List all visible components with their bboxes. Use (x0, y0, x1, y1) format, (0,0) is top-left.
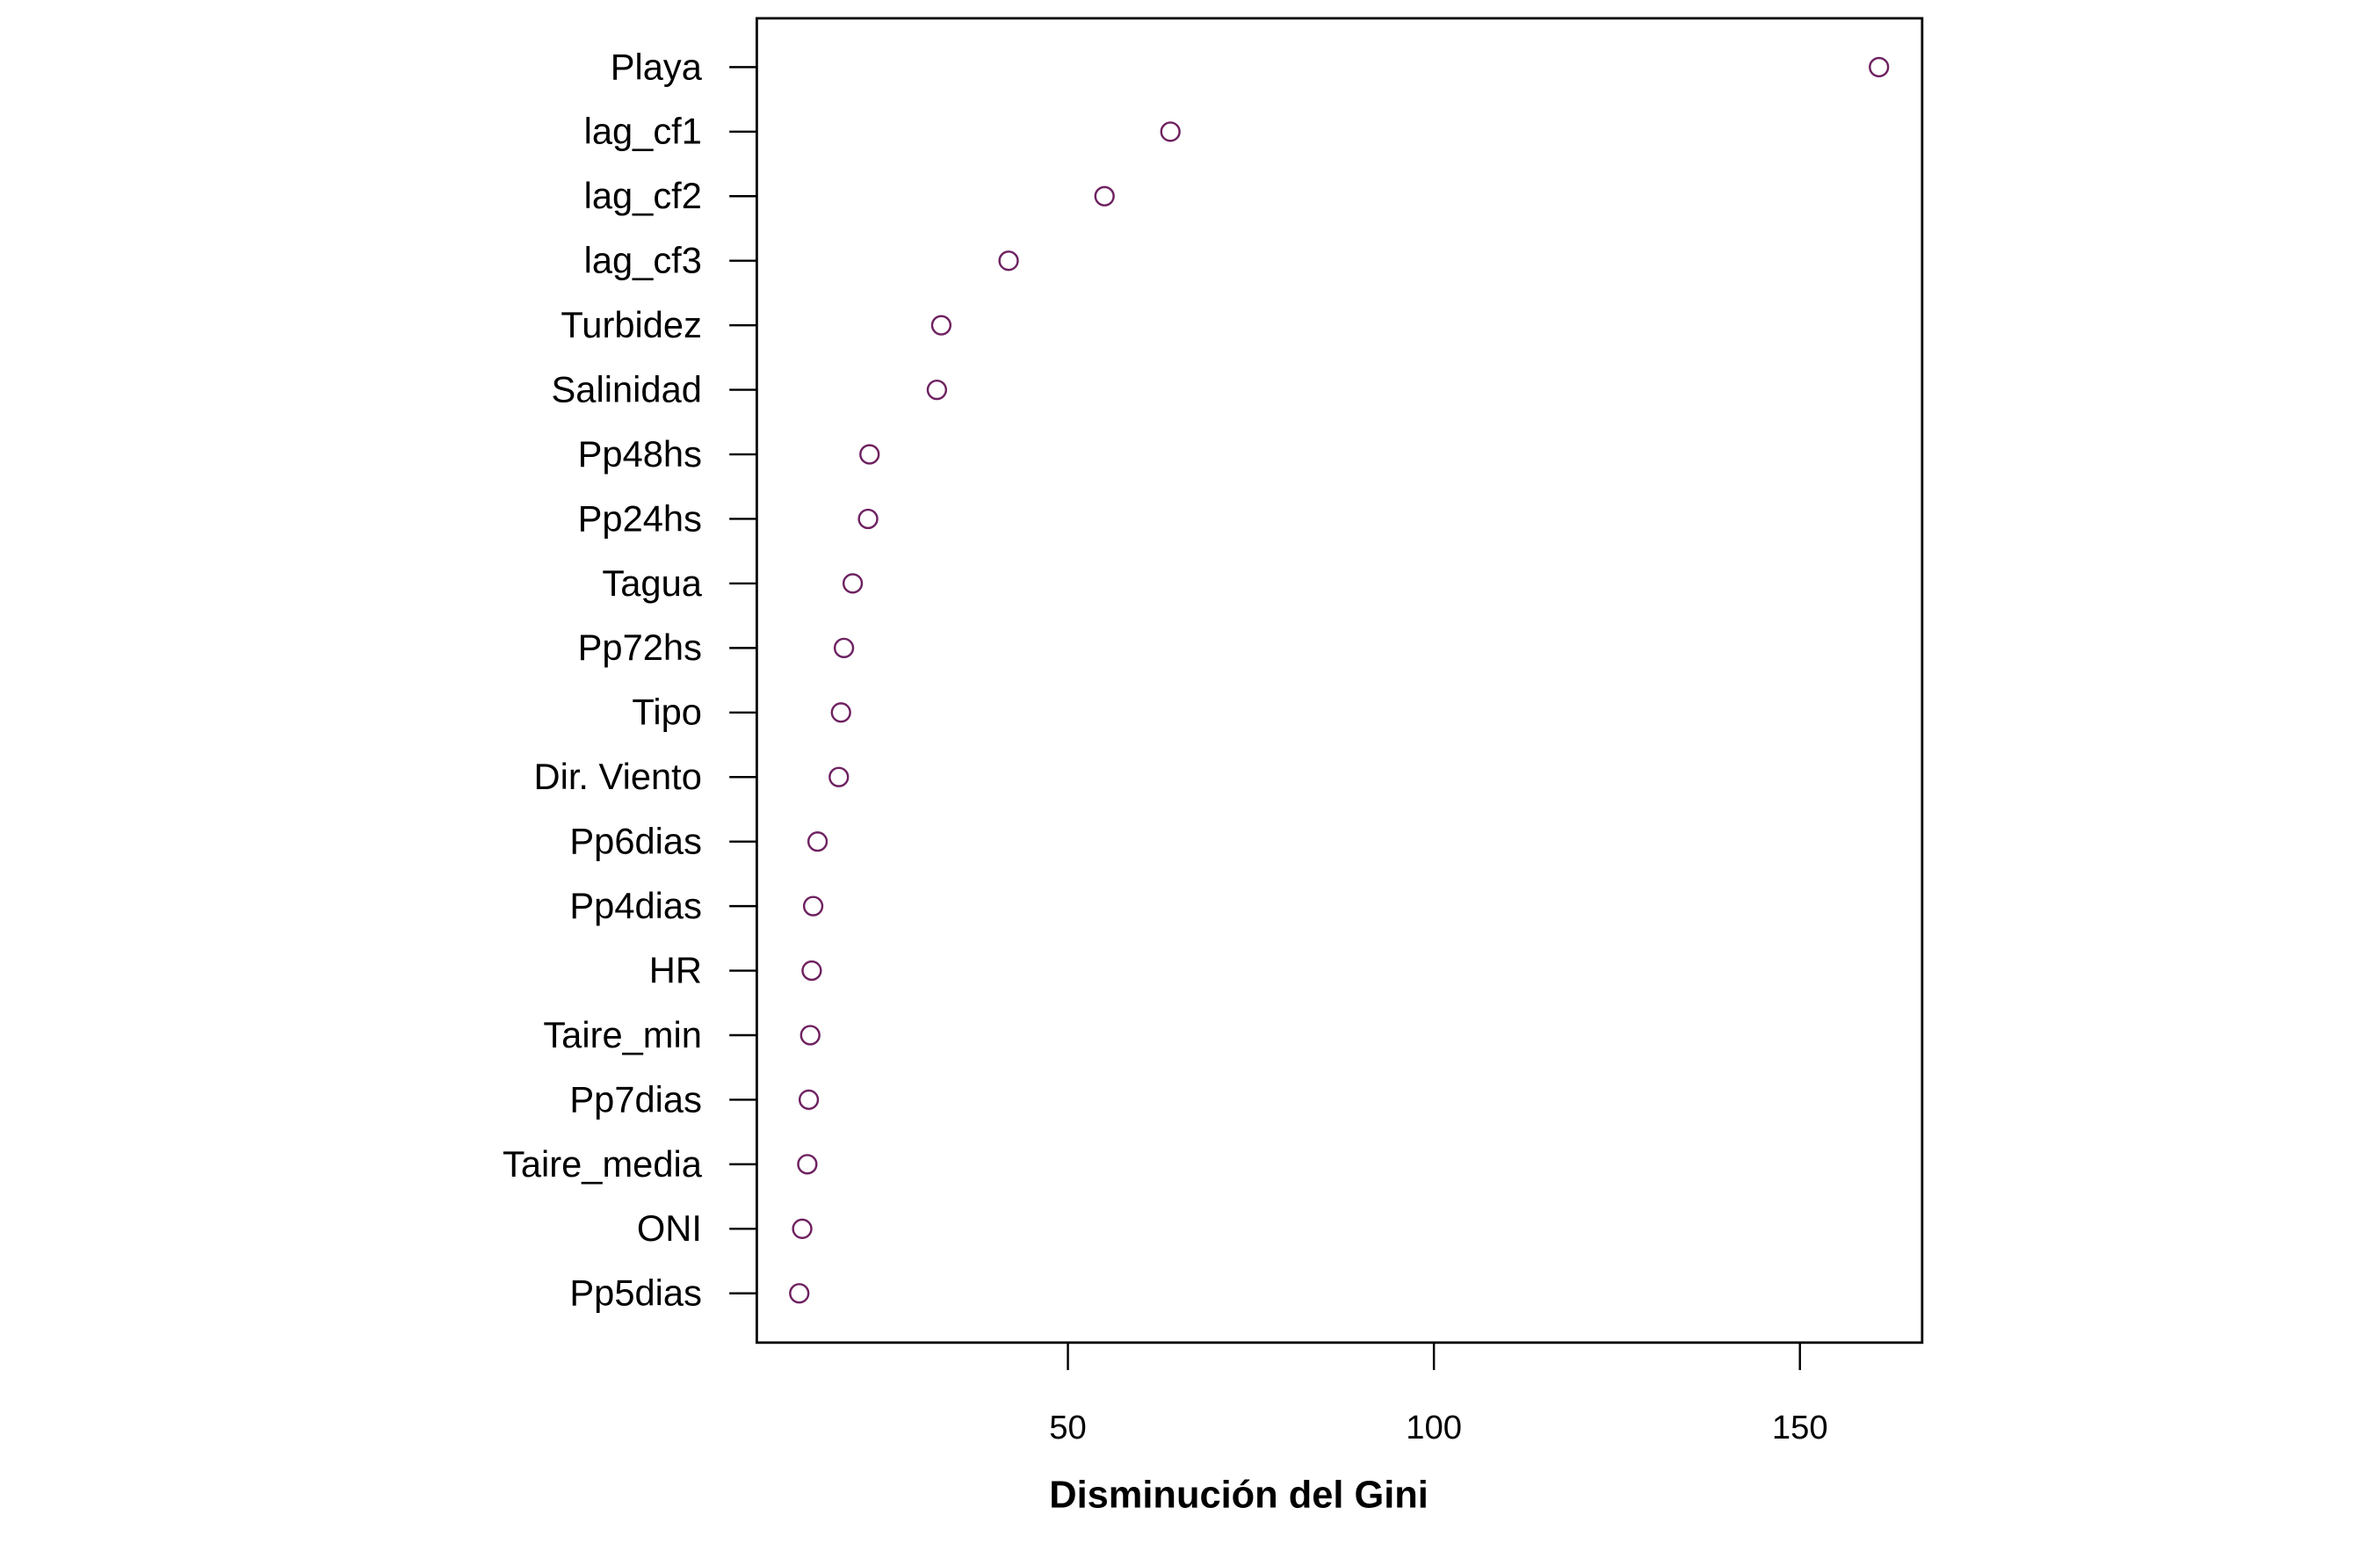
y-tick-label: Taire_media (503, 1143, 703, 1185)
data-point (789, 1283, 810, 1304)
x-tick-label: 150 (1772, 1409, 1828, 1446)
y-tick-label: Pp48hs (578, 433, 702, 475)
x-tick-label: 50 (1049, 1409, 1086, 1446)
y-tick-label: Taire_min (543, 1014, 702, 1055)
y-tick-label: Dir. Viento (534, 756, 702, 797)
data-point (859, 444, 880, 465)
data-point (857, 508, 879, 530)
data-point (807, 831, 828, 852)
data-point (998, 250, 1019, 272)
y-tick-label: Pp6dias (569, 821, 702, 862)
y-tick-label: Tipo (632, 692, 702, 733)
data-point (1094, 185, 1115, 207)
y-tick-label: HR (649, 949, 702, 990)
data-point (833, 637, 855, 658)
y-tick-label: Playa (611, 46, 703, 87)
y-tick-label: Pp5dias (569, 1272, 702, 1314)
data-point (797, 1154, 818, 1175)
data-point (926, 379, 948, 401)
data-point (1869, 56, 1890, 78)
y-tick-label: Pp4dias (569, 885, 702, 926)
data-point (830, 702, 851, 723)
y-tick-label: lag_cf3 (584, 240, 702, 281)
y-tick-label: Salinidad (552, 368, 702, 410)
y-tick-label: Tagua (602, 562, 702, 604)
y-tick-label: Pp72hs (578, 627, 702, 668)
data-point (799, 1025, 821, 1046)
data-point (828, 766, 850, 787)
y-tick-label: Pp24hs (578, 497, 702, 539)
y-tick-label: ONI (637, 1207, 702, 1249)
plot-frame (756, 17, 1924, 1345)
y-tick-label: lag_cf1 (584, 111, 702, 152)
data-point (1160, 121, 1181, 142)
y-tick-label: lag_cf2 (584, 175, 702, 216)
y-tick-label: Turbidez (561, 304, 702, 345)
x-axis-title: Disminución del Gini (1049, 1474, 1429, 1516)
data-point (798, 1089, 820, 1111)
x-tick-label: 100 (1406, 1409, 1462, 1446)
data-point (802, 895, 824, 917)
data-point (842, 573, 864, 594)
data-point (930, 315, 952, 336)
data-point (801, 960, 822, 982)
data-point (792, 1218, 813, 1239)
y-tick-label: Pp7dias (569, 1078, 702, 1120)
